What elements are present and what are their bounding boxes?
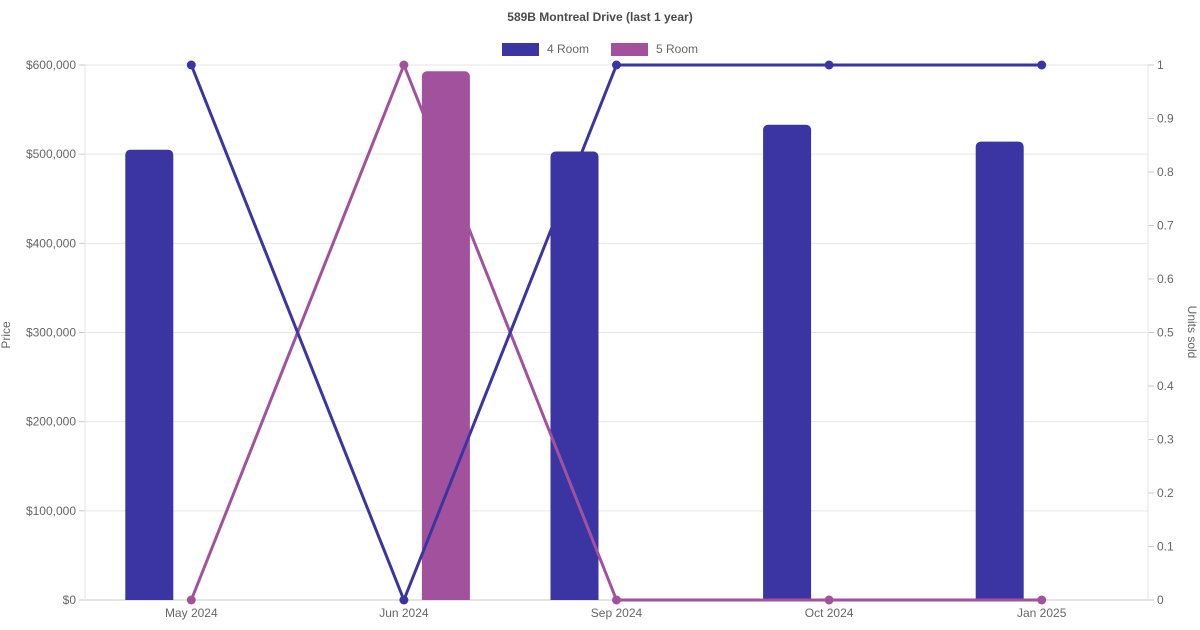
right-tick-label: 0.6 bbox=[1157, 272, 1174, 286]
x-tick-label: Oct 2024 bbox=[805, 606, 854, 620]
bar-4-room[interactable] bbox=[550, 151, 599, 600]
data-point-4-room[interactable] bbox=[824, 60, 834, 70]
left-tick-label: $0 bbox=[63, 593, 77, 607]
left-tick-label: $200,000 bbox=[26, 415, 76, 429]
right-tick-label: 0.3 bbox=[1157, 433, 1174, 447]
left-axis-title: Price bbox=[0, 321, 13, 349]
legend-swatch-4-room bbox=[501, 42, 539, 56]
right-axis-title: Units sold bbox=[1185, 306, 1199, 359]
right-tick-label: 0.9 bbox=[1157, 112, 1174, 126]
legend-item-4-room[interactable]: 4 Room bbox=[501, 42, 589, 56]
right-tick-label: 0.7 bbox=[1157, 219, 1174, 233]
left-tick-label: $300,000 bbox=[26, 326, 76, 340]
data-point-5-room[interactable] bbox=[1037, 595, 1047, 605]
legend-item-5-room[interactable]: 5 Room bbox=[611, 42, 698, 56]
data-point-4-room[interactable] bbox=[399, 595, 409, 605]
data-point-4-room[interactable] bbox=[612, 60, 621, 70]
left-tick-label: $500,000 bbox=[26, 147, 76, 161]
right-tick-label: 1 bbox=[1157, 58, 1164, 72]
bar-4-room[interactable] bbox=[975, 141, 1024, 600]
bar-5-room[interactable] bbox=[421, 71, 470, 600]
legend-label-4-room: 4 Room bbox=[546, 42, 589, 56]
data-point-5-room[interactable] bbox=[399, 60, 409, 70]
bar-4-room[interactable] bbox=[763, 124, 812, 600]
legend-swatch-5-room bbox=[611, 42, 648, 56]
bar-4-room[interactable] bbox=[125, 149, 174, 601]
right-tick-label: 0.2 bbox=[1157, 486, 1174, 500]
left-tick-label: $100,000 bbox=[26, 504, 76, 518]
right-tick-label: 0.4 bbox=[1157, 379, 1174, 393]
chart-title: 589B Montreal Drive (last 1 year) bbox=[507, 10, 693, 24]
right-tick-label: 0.8 bbox=[1157, 165, 1174, 179]
right-tick-label: 0.1 bbox=[1157, 540, 1174, 554]
left-tick-label: $400,000 bbox=[26, 236, 76, 250]
legend: 4 Room 5 Room bbox=[0, 41, 1200, 57]
x-tick-label: Jun 2024 bbox=[379, 606, 429, 620]
data-point-4-room[interactable] bbox=[1037, 60, 1047, 70]
right-tick-label: 0 bbox=[1157, 593, 1164, 607]
left-tick-label: $600,000 bbox=[26, 58, 76, 72]
legend-label-5-room: 5 Room bbox=[656, 42, 699, 56]
data-point-4-room[interactable] bbox=[186, 60, 196, 70]
data-point-5-room[interactable] bbox=[824, 595, 834, 605]
x-tick-label: Sep 2024 bbox=[591, 606, 643, 620]
x-tick-label: May 2024 bbox=[165, 606, 218, 620]
data-point-5-room[interactable] bbox=[612, 595, 621, 605]
right-tick-label: 0.5 bbox=[1157, 326, 1174, 340]
x-tick-label: Jan 2025 bbox=[1017, 606, 1067, 620]
data-point-5-room[interactable] bbox=[186, 595, 196, 605]
